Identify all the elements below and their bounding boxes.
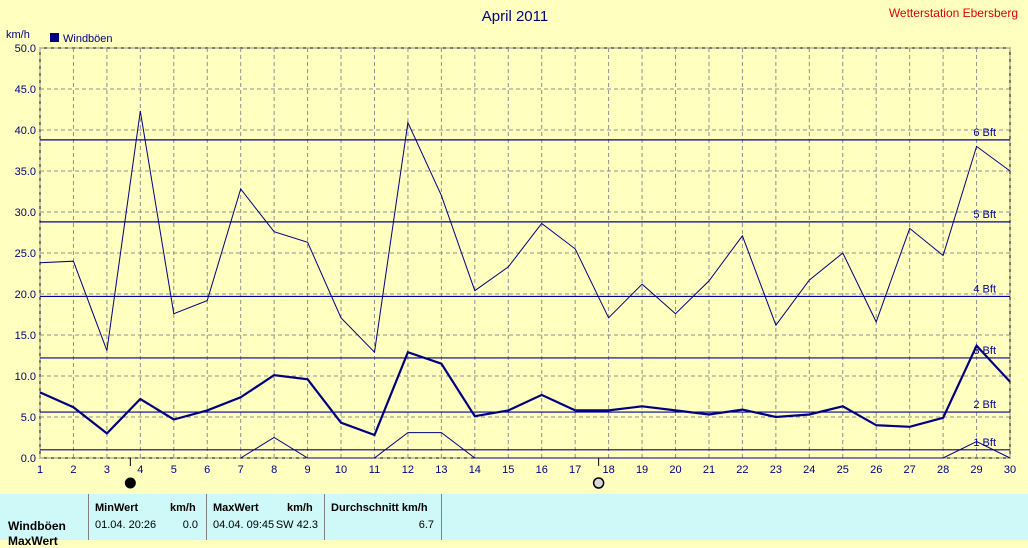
legend-entry: Windböen <box>63 33 113 45</box>
x-tick-label: 13 <box>435 464 447 476</box>
x-tick-label: 19 <box>636 464 648 476</box>
y-tick-label: 25.0 <box>15 248 36 260</box>
x-tick-label: 11 <box>369 464 380 476</box>
x-tick-label: 29 <box>970 464 982 476</box>
min-time: 01.04. 20:26 <box>95 519 157 531</box>
statistics-panel: Windböen MaxWert MinWert km/h 01.04. 20:… <box>0 494 1028 548</box>
beaufort-label: 5 Bft <box>973 209 996 221</box>
x-tick-label: 1 <box>37 464 43 476</box>
chart-title: April 2011 <box>482 8 548 25</box>
avg-header: Durchschnitt km/h <box>331 502 428 514</box>
y-tick-labels: 0.0 5.0 10.0 15.0 20.0 25.0 30.0 35.0 40.0 45.0 50… <box>15 43 36 465</box>
x-tick-label: 9 <box>305 464 311 476</box>
max-unit: km/h <box>287 502 313 514</box>
x-tick-label: 12 <box>402 464 414 476</box>
y-tick-label: 5.0 <box>21 412 36 424</box>
avg-value: 6.7 <box>418 519 434 531</box>
max-time: 04.04. 09:45 <box>213 519 275 531</box>
y-tick-label: 0.0 <box>21 453 36 465</box>
x-tick-label: 14 <box>469 464 481 476</box>
y-tick-label: 10.0 <box>15 371 36 383</box>
x-tick-label: 25 <box>837 464 849 476</box>
grid <box>39 47 1011 459</box>
full-moon-icon <box>592 477 605 489</box>
new-moon-icon <box>124 477 136 489</box>
x-tick-label: 27 <box>904 464 916 476</box>
x-tick-label: 5 <box>171 464 177 476</box>
series-line-thin <box>39 111 1011 354</box>
x-tick-label: 30 <box>1004 464 1016 476</box>
x-tick-label: 20 <box>669 464 681 476</box>
stats-divider <box>441 494 442 540</box>
x-tick-label: 21 <box>703 464 715 476</box>
y-tick-label: 30.0 <box>15 207 36 219</box>
x-tick-label: 10 <box>335 464 347 476</box>
x-tick-label: 3 <box>104 464 110 476</box>
y-tick-label: 40.0 <box>15 125 36 137</box>
series-group <box>39 111 1011 459</box>
x-tick-label: 22 <box>736 464 748 476</box>
x-tick-label: 7 <box>238 464 244 476</box>
y-tick-label: 50.0 <box>15 43 36 55</box>
x-tick-label: 16 <box>536 464 548 476</box>
y-tick-label: 45.0 <box>15 84 36 96</box>
x-tick-label: 26 <box>870 464 882 476</box>
series-line-gusts <box>39 343 1011 437</box>
beaufort-label: 2 Bft <box>973 399 996 411</box>
x-tick-label: 24 <box>803 464 815 476</box>
stats-row2-label: MaxWert <box>8 534 58 548</box>
min-unit: km/h <box>170 502 196 514</box>
beaufort-label: 1 Bft <box>973 437 996 449</box>
min-value: 0.0 <box>182 519 198 531</box>
series-line-thin <box>240 432 1011 459</box>
min-header: MinWert <box>95 502 139 514</box>
x-tick-label: 23 <box>770 464 782 476</box>
y-tick-label: 20.0 <box>15 289 36 301</box>
x-tick-label: 8 <box>271 464 277 476</box>
x-tick-label: 28 <box>937 464 949 476</box>
legend-swatch <box>50 33 59 42</box>
x-tick-label: 4 <box>137 464 143 476</box>
stats-row-label: Windböen <box>8 519 66 533</box>
stats-divider <box>88 494 89 540</box>
x-tick-label: 2 <box>70 464 76 476</box>
moon-markers <box>124 458 605 489</box>
y-tick-label: 35.0 <box>15 166 36 178</box>
x-tick-label: 6 <box>204 464 210 476</box>
x-tick-labels: 1 2 3 4 5 6 7 8 9 10 11 12 13 14 15 16 17 18 19 20 21 22 23 24 2… <box>37 464 1016 476</box>
beaufort-label: 4 Bft <box>973 283 996 295</box>
beaufort-label: 6 Bft <box>973 127 996 139</box>
wind-gust-chart: April 2011 Wetterstation Ebersberg km/h … <box>6 6 1018 489</box>
stats-divider <box>206 494 207 540</box>
x-tick-label: 17 <box>569 464 581 476</box>
y-axis-unit: km/h <box>6 29 30 41</box>
legend: Windböen <box>50 33 113 45</box>
max-value: SW 42.3 <box>275 519 318 531</box>
x-tick-label: 18 <box>602 464 614 476</box>
x-tick-label: 15 <box>502 464 514 476</box>
stats-divider <box>324 494 325 540</box>
max-header: MaxWert <box>213 502 259 514</box>
y-tick-label: 15.0 <box>15 330 36 342</box>
station-name: Wetterstation Ebersberg <box>889 6 1018 20</box>
